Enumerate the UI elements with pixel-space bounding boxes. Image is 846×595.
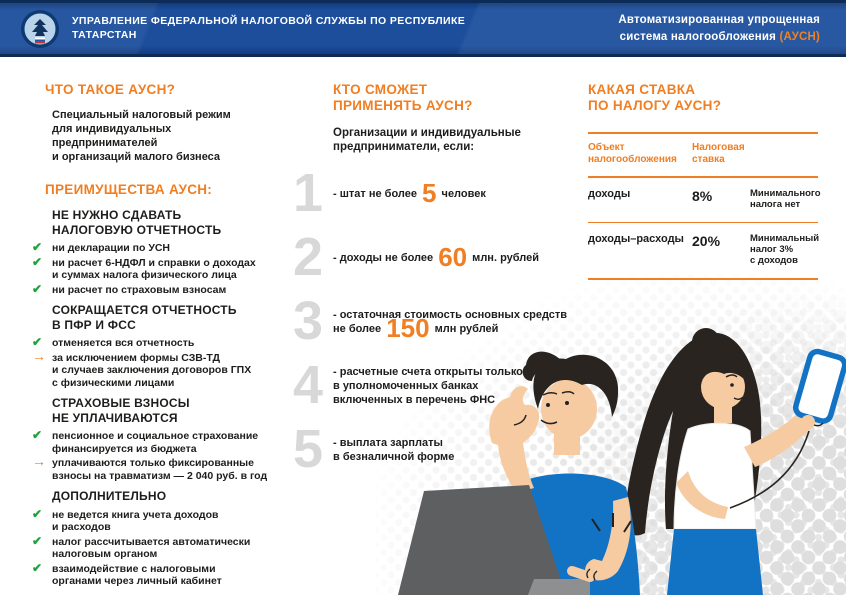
tax-rate: 8% <box>692 188 713 204</box>
list-item: → за исключением формы СЗВ-ТД и случаев з… <box>32 347 252 389</box>
highlight-value: 5 <box>422 178 437 208</box>
advantage-section: СТРАХОВЫЕ ВЗНОСЫ НЕ УПЛАЧИВАЮТСЯ ✔ пенсио… <box>32 396 320 482</box>
check-icon: ✔ <box>32 506 43 521</box>
section-heading-rates: КАКАЯ СТАВКА ПО НАЛОГУ АУСН? <box>588 82 722 113</box>
list-item: ✔ пенсионное и социальное страхование фин… <box>32 428 259 455</box>
tax-object: доходы–расходы <box>588 233 684 245</box>
click-spark <box>591 518 601 532</box>
tax-note: Минимального налога нет <box>750 188 821 210</box>
check-icon: ✔ <box>32 560 43 575</box>
illustration-people <box>398 328 846 595</box>
condition-number: 4 <box>293 355 324 416</box>
check-icon: ✔ <box>32 335 43 349</box>
list-item: ✔ ни расчет 6-НДФЛ и справки о доходах и … <box>32 254 256 282</box>
check-icon: ✔ <box>32 240 43 254</box>
column-header-rate: Налоговая ставка <box>692 142 745 165</box>
woman-arm <box>744 410 815 467</box>
condition-number: 3 <box>293 291 324 352</box>
header-org-title: УПРАВЛЕНИЕ ФЕДЕРАЛЬНОЙ НАЛОГОВОЙ СЛУЖБЫ … <box>72 15 466 41</box>
section-heading-who: КТО СМОЖЕТ ПРИМЕНЯТЬ АУСН? <box>333 82 473 113</box>
man-figure <box>398 351 640 595</box>
tax-object: доходы <box>588 188 631 200</box>
column-what-is-ausn: ЧТО ТАКОЕ АУСН? Специальный налоговый ре… <box>32 82 320 595</box>
condition-item: 5 - выплата зарплаты в безналичной форме <box>293 419 455 480</box>
check-icon: ✔ <box>32 281 43 296</box>
section-heading-advantages: ПРЕИМУЩЕСТВА АУСН: <box>45 182 213 197</box>
header-subtitle: Автоматизированная упрощенная система на… <box>618 12 820 44</box>
table-row: доходы–расходы 20% Минимальный налог 3% … <box>588 223 820 278</box>
check-icon: ✔ <box>32 428 43 442</box>
advantage-title: СТРАХОВЫЕ ВЗНОСЫ НЕ УПЛАЧИВАЮТСЯ <box>52 396 190 425</box>
column-tax-rates: КАКАЯ СТАВКА ПО НАЛОГУ АУСН? Объект нало… <box>588 82 821 280</box>
column-who-can-apply: КТО СМОЖЕТ ПРИМЕНЯТЬ АУСН? Организации и… <box>293 82 583 490</box>
tax-rate-table: Объект налогообложения Налоговая ставка … <box>588 132 821 280</box>
list-item: → уплачиваются только фиксированные взнос… <box>32 453 268 482</box>
table-row: доходы 8% Минимального налога нет <box>588 178 821 223</box>
who-intro: Организации и индивидуальные предпринима… <box>333 127 521 153</box>
list-item: ✔ налог рассчитывается автоматически нало… <box>32 533 251 561</box>
list-item: ✔ ни декларации по УСН <box>32 240 171 254</box>
hair-bun <box>692 328 720 356</box>
advantage-title: ДОПОЛНИТЕЛЬНО <box>52 489 167 503</box>
fns-emblem-logo <box>21 9 59 48</box>
pointing-arm <box>585 497 631 581</box>
table-header-row: Объект налогообложения Налоговая ставка <box>588 134 818 178</box>
subtitle-line2: система налогообложения <box>619 30 777 43</box>
condition-number: 5 <box>293 419 324 480</box>
column-header-object: Объект налогообложения <box>588 142 677 165</box>
section-heading-what: ЧТО ТАКОЕ АУСН? <box>45 82 176 97</box>
advantage-section: СОКРАЩАЕТСЯ ОТЧЕТНОСТЬ В ПФР И ФСС ✔ отме… <box>32 303 320 389</box>
arrow-icon: → <box>32 453 46 469</box>
arrow-icon: → <box>32 347 46 364</box>
header-band: УПРАВЛЕНИЕ ФЕДЕРАЛЬНОЙ НАЛОГОВОЙ СЛУЖБЫ … <box>0 0 846 57</box>
list-item: ✔ не ведется книга учета доходов и расход… <box>32 506 219 534</box>
list-item: ✔ взаимодействие с налоговыми органами че… <box>32 560 222 588</box>
phone-icon <box>792 348 846 424</box>
highlight-value: 60 <box>438 242 468 272</box>
woman-figure <box>623 328 846 595</box>
condition-number: 1 <box>293 163 324 224</box>
condition-item: 1 - штат не более 5 человек <box>293 163 486 224</box>
subtitle-line1: Автоматизированная упрощенная <box>618 14 820 27</box>
cable-line <box>729 430 810 509</box>
advantage-section: НЕ НУЖНО СДАВАТЬ НАЛОГОВУЮ ОТЧЕТНОСТЬ ✔ н… <box>32 208 320 296</box>
check-icon: ✔ <box>32 254 43 269</box>
eagle-icon <box>32 18 48 36</box>
check-icon: ✔ <box>32 533 43 548</box>
list-item: ✔ отменяется вся отчетность <box>32 335 195 349</box>
man-head <box>541 379 597 439</box>
condition-item: 4 - расчетные счета открыты только в упо… <box>293 355 523 416</box>
laptop-base <box>528 579 590 595</box>
laptop <box>398 485 566 595</box>
condition-item: 3 - остаточная стоимость основных средст… <box>293 291 568 352</box>
hair-quiff <box>522 351 562 381</box>
woman-skirt <box>667 529 763 595</box>
click-spark <box>623 520 632 533</box>
ok-hand <box>489 386 540 449</box>
advantage-section: ДОПОЛНИТЕЛЬНО ✔ не ведется книга учета до… <box>32 489 320 588</box>
list-item: ✔ ни расчет по страховым взносам <box>32 281 227 296</box>
condition-item: 2 - доходы не более 60 млн. рублей <box>293 227 539 288</box>
advantage-title: СОКРАЩАЕТСЯ ОТЧЕТНОСТЬ В ПФР И ФСС <box>52 303 237 332</box>
condition-number: 2 <box>293 227 324 288</box>
what-description: Специальный налоговый режим для индивиду… <box>52 109 231 163</box>
subtitle-accent: (АУСН) <box>779 30 820 43</box>
tax-note: Минимальный налог 3% с доходов <box>750 233 820 266</box>
highlight-value: 150 <box>386 313 430 343</box>
advantage-title: НЕ НУЖНО СДАВАТЬ НАЛОГОВУЮ ОТЧЕТНОСТЬ <box>52 208 222 237</box>
tax-rate: 20% <box>692 233 721 249</box>
